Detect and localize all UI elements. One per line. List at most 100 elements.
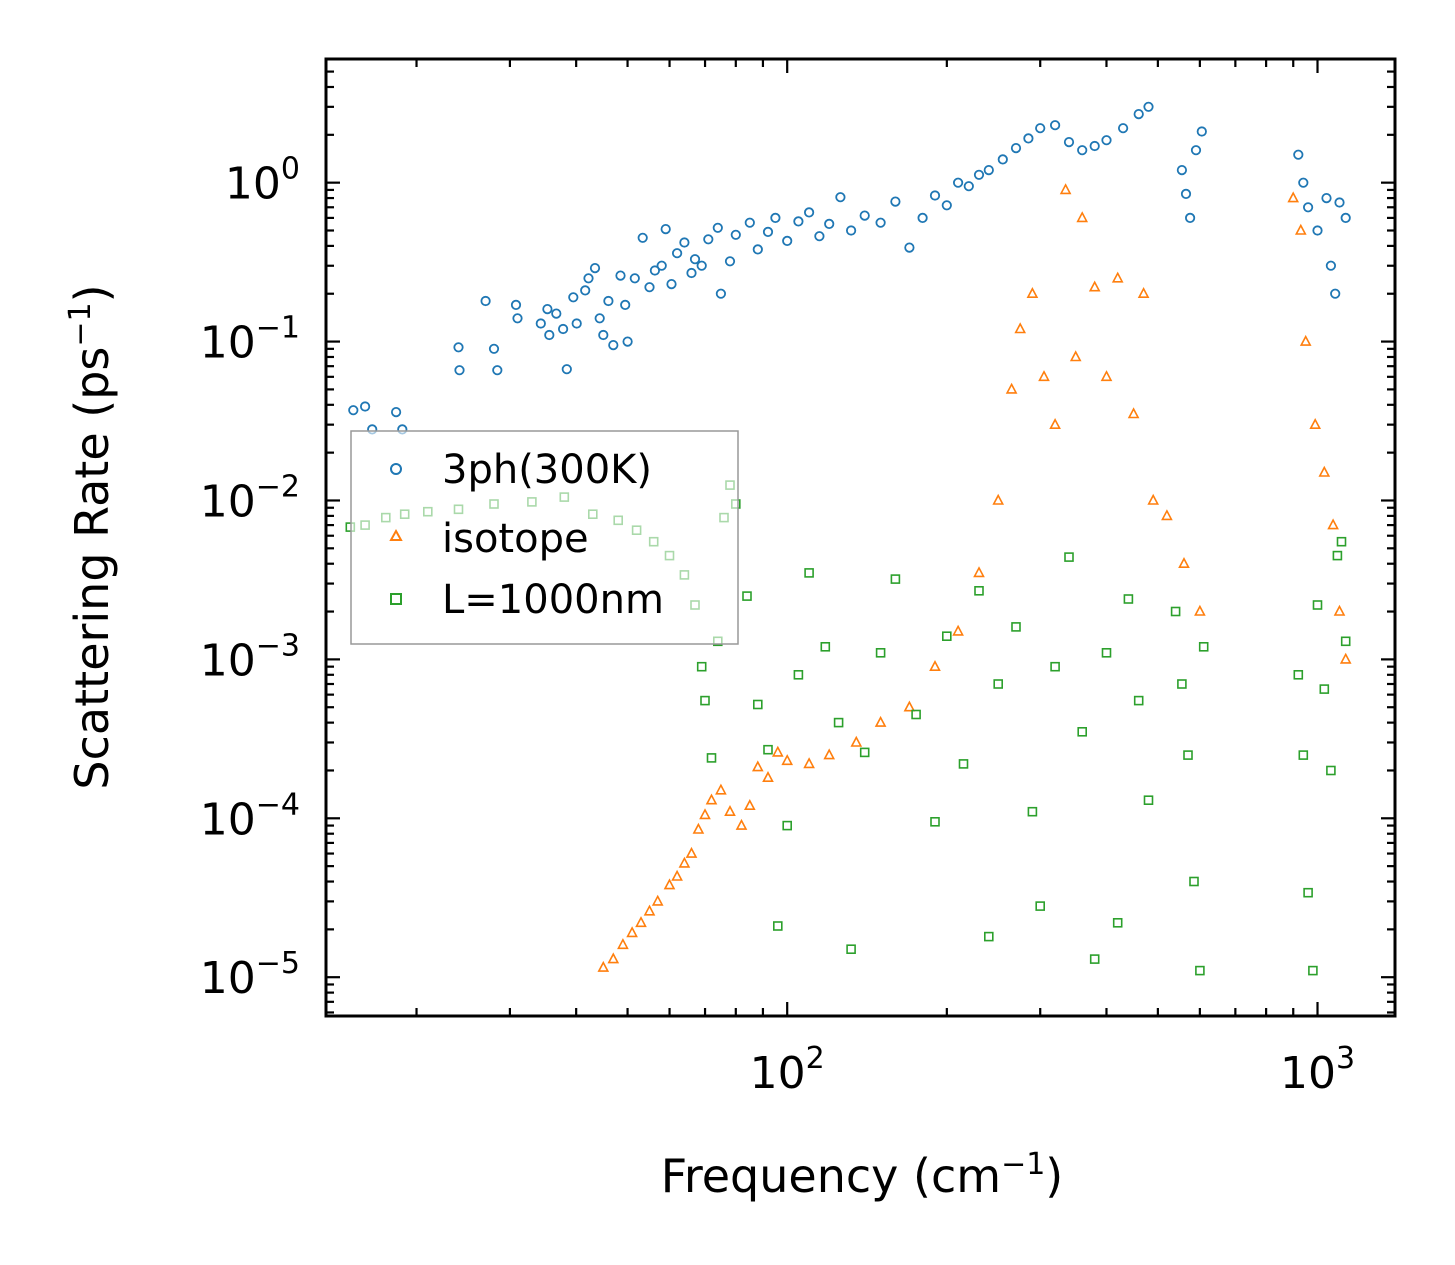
data-point-3ph xyxy=(835,192,846,203)
data-point-boundary xyxy=(1332,550,1343,561)
data-point-isotope xyxy=(678,856,691,868)
data-point-3ph xyxy=(1196,126,1207,137)
data-point-isotope xyxy=(781,754,794,766)
data-point-isotope xyxy=(1194,604,1206,616)
data-point-isotope xyxy=(607,952,620,964)
data-point-3ph xyxy=(603,295,614,307)
data-point-isotope xyxy=(874,715,887,727)
data-point-3ph xyxy=(1133,109,1144,120)
y-tick-label: 10−5 xyxy=(200,946,300,1004)
data-point-3ph xyxy=(752,244,763,255)
data-point-boundary xyxy=(983,931,994,942)
data-point-3ph xyxy=(1330,288,1341,299)
data-point-boundary xyxy=(1112,917,1123,928)
data-point-boundary xyxy=(763,744,773,755)
data-point-isotope xyxy=(751,760,764,772)
data-point-boundary xyxy=(1170,606,1181,617)
data-point-boundary xyxy=(859,747,870,758)
data-point-isotope xyxy=(617,938,629,950)
data-point-boundary xyxy=(1298,750,1309,760)
data-point-3ph xyxy=(1089,140,1100,152)
x-axis-unit: cm xyxy=(931,1149,1001,1203)
data-point-3ph xyxy=(803,207,815,218)
data-point-isotope xyxy=(1127,407,1140,419)
data-point-3ph xyxy=(1325,260,1337,271)
data-point-boundary xyxy=(1319,684,1330,694)
data-point-3ph xyxy=(622,336,633,347)
data-point-boundary xyxy=(696,661,707,672)
data-point-3ph xyxy=(1180,188,1192,199)
data-point-isotope xyxy=(1059,183,1072,195)
data-point-3ph xyxy=(770,212,781,223)
data-point-3ph xyxy=(917,212,928,223)
data-point-3ph xyxy=(904,242,915,253)
data-point-isotope xyxy=(973,566,985,578)
data-point-isotope xyxy=(626,926,638,938)
data-point-boundary xyxy=(1195,965,1205,976)
data-point-3ph xyxy=(492,365,503,376)
data-point-3ph xyxy=(724,256,736,267)
data-point-3ph xyxy=(542,303,553,315)
data-point-isotope xyxy=(1339,652,1352,664)
y-tick-labels: 100 10−1 10−2 10−3 10−4 10−5 xyxy=(200,152,300,1005)
data-point-isotope xyxy=(651,894,664,906)
plot-frame xyxy=(324,57,1397,1018)
legend-marker-square xyxy=(390,593,402,605)
data-point-isotope xyxy=(715,783,727,795)
legend-box xyxy=(350,430,739,645)
data-point-boundary xyxy=(941,631,952,642)
data-point-3ph xyxy=(390,406,402,418)
data-point-isotope xyxy=(705,793,718,805)
y-axis-label: Scattering Rate xyxy=(65,432,119,789)
data-point-3ph xyxy=(782,235,793,246)
data-point-3ph xyxy=(544,329,555,341)
data-point-3ph xyxy=(1050,120,1061,131)
data-point-boundary xyxy=(1198,641,1209,652)
data-point-3ph xyxy=(666,278,677,290)
data-point-isotope xyxy=(1076,211,1089,223)
data-point-isotope xyxy=(1005,382,1018,394)
legend-marker-triangle xyxy=(389,528,403,541)
data-point-3ph xyxy=(561,364,572,375)
data-point-3ph xyxy=(1023,133,1034,144)
data-point-3ph xyxy=(454,365,465,376)
data-point-boundary xyxy=(1336,536,1347,547)
data-point-isotope xyxy=(1111,271,1124,283)
data-point-3ph xyxy=(568,292,579,303)
data-point-boundary xyxy=(1183,750,1193,760)
x-axis-close-paren: ) xyxy=(1045,1149,1063,1203)
data-point-boundary xyxy=(793,669,804,680)
data-point-3ph xyxy=(1118,123,1129,134)
data-point-3ph xyxy=(845,225,857,236)
data-point-3ph xyxy=(762,226,774,237)
data-point-3ph xyxy=(535,318,546,329)
x-axis-label: Frequency xyxy=(661,1149,899,1203)
data-point-3ph xyxy=(715,288,727,299)
data-point-boundary xyxy=(1064,552,1074,562)
y-axis-title: Scattering Rate (ps−1) xyxy=(63,284,119,789)
series-1 xyxy=(597,183,1352,972)
data-point-3ph xyxy=(453,342,464,353)
data-point-3ph xyxy=(997,154,1008,165)
data-point-boundary xyxy=(1011,622,1021,632)
data-point-3ph xyxy=(824,218,835,229)
data-point-boundary xyxy=(930,816,940,827)
data-point-boundary xyxy=(974,585,984,596)
data-point-3ph xyxy=(963,181,974,192)
data-point-3ph xyxy=(1340,212,1351,223)
data-point-3ph xyxy=(744,217,755,228)
data-point-boundary xyxy=(1123,594,1134,604)
legend: 3ph(300K) isotope L=1000nm xyxy=(350,430,739,645)
data-point-3ph xyxy=(510,299,522,310)
data-point-3ph xyxy=(890,196,901,207)
data-point-3ph xyxy=(571,318,582,329)
x-axis-unit-exponent: −1 xyxy=(1001,1147,1045,1182)
data-point-boundary xyxy=(1312,600,1323,610)
data-point-isotope xyxy=(1327,518,1339,530)
data-point-isotope xyxy=(1178,556,1190,569)
data-point-boundary xyxy=(1326,765,1336,776)
data-point-boundary xyxy=(1189,876,1199,887)
data-point-isotope xyxy=(1038,370,1050,382)
y-tick-label: 10−2 xyxy=(200,470,300,528)
data-point-3ph xyxy=(689,254,701,265)
